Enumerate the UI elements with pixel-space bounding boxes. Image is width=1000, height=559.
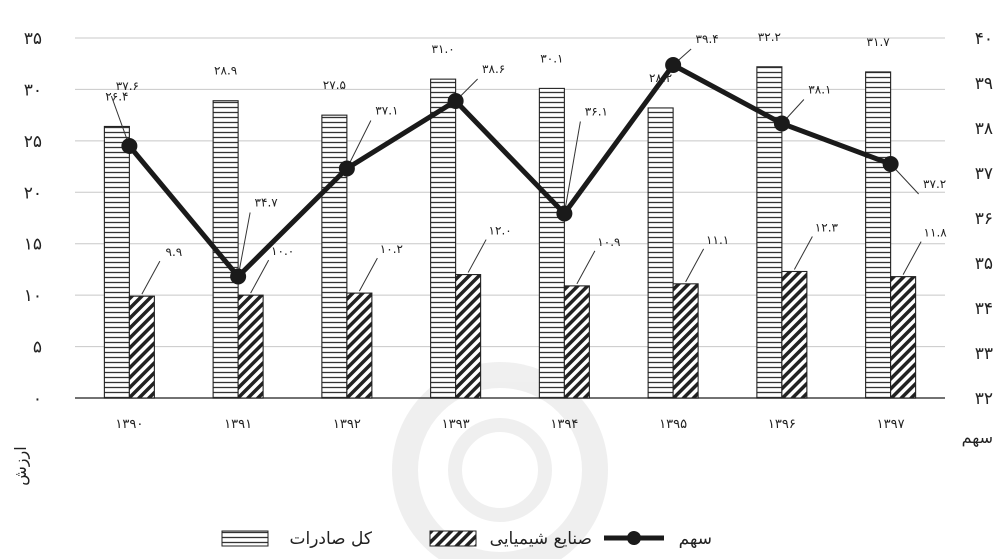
x-tick-label: ۱۳۹۰ — [115, 417, 143, 432]
data-label-chemical-industries: ۱۰.۹ — [597, 235, 620, 249]
data-label-share: ۳۴.۷ — [255, 196, 279, 210]
y-left-axis-label: ارزش — [11, 446, 31, 485]
bar-total-exports — [866, 72, 891, 398]
data-label-total-exports: ۳۰.۱ — [540, 51, 563, 65]
data-label-chemical-industries: ۱۱.۱ — [706, 233, 729, 247]
data-label-share: ۳۷.۲ — [923, 177, 946, 191]
leader-line-chemical — [251, 260, 269, 293]
x-tick-label: ۱۳۹۷ — [877, 417, 905, 432]
y-left-tick-label: ۲۰ — [24, 183, 42, 203]
axes: ۰ ۵ ۱۰ ۱۵ ۲۰ ۲۵ ۳۰ ۳۵ ۳۲ ۳۳ ۳۴ ۳۵ ۳۶ ۳۷ ۳۸ ۳۹ ۴۰ ۱۳۹۰ ۱۳۹۱… — [11, 29, 993, 486]
bar-total-exports — [431, 79, 456, 398]
legend-label-chemical-industries: صنایع شیمیایی — [490, 529, 592, 549]
y-right-tick-label: ۳۳ — [975, 344, 993, 364]
share-point — [774, 116, 790, 132]
bar-chemical-industries — [782, 271, 807, 398]
data-label-total-exports: ۲۷.۵ — [323, 78, 346, 92]
data-label-share: ۳۸.۶ — [482, 62, 505, 76]
leader-line-chemical — [794, 236, 812, 269]
y-right-tick-label: ۳۹ — [975, 74, 993, 94]
y-right-tick-label: ۳۴ — [975, 299, 993, 319]
y-left-tick-label: ۵ — [33, 338, 42, 358]
bar-chemical-industries — [129, 296, 154, 398]
leader-line-chemical — [686, 249, 704, 282]
share-point — [883, 156, 899, 172]
data-label-share: ۳۸.۱ — [808, 83, 831, 97]
y-left-tick-label: ۰ — [33, 389, 42, 409]
y-right-axis-label: سهم — [962, 428, 993, 448]
leader-line-chemical — [903, 242, 921, 275]
bar-total-exports — [322, 115, 347, 398]
share-point — [230, 269, 246, 285]
data-label-total-exports: ۲۸.۹ — [214, 64, 237, 78]
y-left-tick-label: ۳۵ — [24, 29, 42, 49]
leader-line-chemical — [577, 251, 595, 284]
bar-chemical-industries — [238, 295, 263, 398]
bar-total-exports — [539, 88, 564, 398]
share-point — [121, 138, 137, 154]
data-label-chemical-industries: ۱۰.۰ — [271, 244, 294, 258]
share-point — [339, 161, 355, 177]
x-tick-label: ۱۳۹۳ — [442, 417, 470, 432]
data-label-total-exports: ۲۸.۲ — [649, 71, 672, 85]
data-label-share: ۳۷.۶ — [116, 79, 139, 93]
y-right-tick-label: ۳۶ — [975, 209, 993, 229]
legend-swatch-total-exports — [222, 531, 268, 546]
y-left-tick-label: ۳۰ — [24, 80, 42, 100]
legend: کل صادرات صنایع شیمیایی سهم — [222, 529, 712, 549]
share-point — [556, 206, 572, 222]
legend-label-share: سهم — [679, 529, 712, 549]
data-label-total-exports: ۳۱.۷ — [867, 35, 891, 49]
x-tick-label: ۱۳۹۱ — [224, 417, 252, 432]
bar-chemical-industries — [347, 293, 372, 398]
x-tick-label: ۱۳۹۵ — [659, 417, 687, 432]
data-label-share: ۳۶.۱ — [585, 105, 608, 119]
y-left-tick-label: ۱۰ — [24, 286, 42, 306]
data-label-total-exports: ۳۲.۲ — [758, 30, 781, 44]
leader-line-chemical — [359, 258, 377, 291]
legend-swatch-chemical-industries — [430, 531, 476, 546]
y-right-tick-label: ۳۷ — [975, 164, 993, 184]
x-tick-label: ۱۳۹۶ — [768, 417, 796, 432]
y-right-tick-label: ۳۲ — [975, 389, 993, 409]
data-label-chemical-industries: ۱۲.۰ — [489, 224, 512, 238]
x-tick-label: ۱۳۹۲ — [333, 417, 361, 432]
y-right-tick-label: ۳۵ — [975, 254, 993, 274]
data-label-chemical-industries: ۱۱.۸ — [924, 226, 948, 240]
bar-chemical-industries — [564, 286, 589, 398]
data-label-share: ۳۷.۱ — [375, 104, 398, 118]
share-point — [448, 93, 464, 109]
leader-line-chemical — [142, 261, 160, 294]
leader-line-chemical — [468, 240, 486, 273]
legend-marker-share — [627, 531, 641, 545]
y-right-tick-label: ۴۰ — [975, 29, 993, 49]
bar-total-exports — [648, 108, 673, 398]
y-left-tick-label: ۱۵ — [24, 235, 42, 255]
data-label-total-exports: ۳۱.۰ — [432, 42, 455, 56]
y-left-tick-label: ۲۵ — [24, 132, 42, 152]
bar-total-exports — [104, 126, 129, 398]
x-tick-label: ۱۳۹۴ — [550, 417, 578, 432]
data-label-chemical-industries: ۹.۹ — [166, 245, 183, 259]
legend-label-total-exports: کل صادرات — [290, 529, 373, 549]
bar-chemical-industries — [891, 277, 916, 398]
data-label-share: ۳۹.۴ — [696, 32, 719, 46]
data-label-chemical-industries: ۱۲.۳ — [815, 220, 839, 234]
bar-chemical-industries — [673, 284, 698, 398]
bar-chemical-industries — [456, 275, 481, 398]
y-right-tick-label: ۳۸ — [975, 119, 993, 139]
data-label-chemical-industries: ۱۰.۲ — [380, 242, 403, 256]
